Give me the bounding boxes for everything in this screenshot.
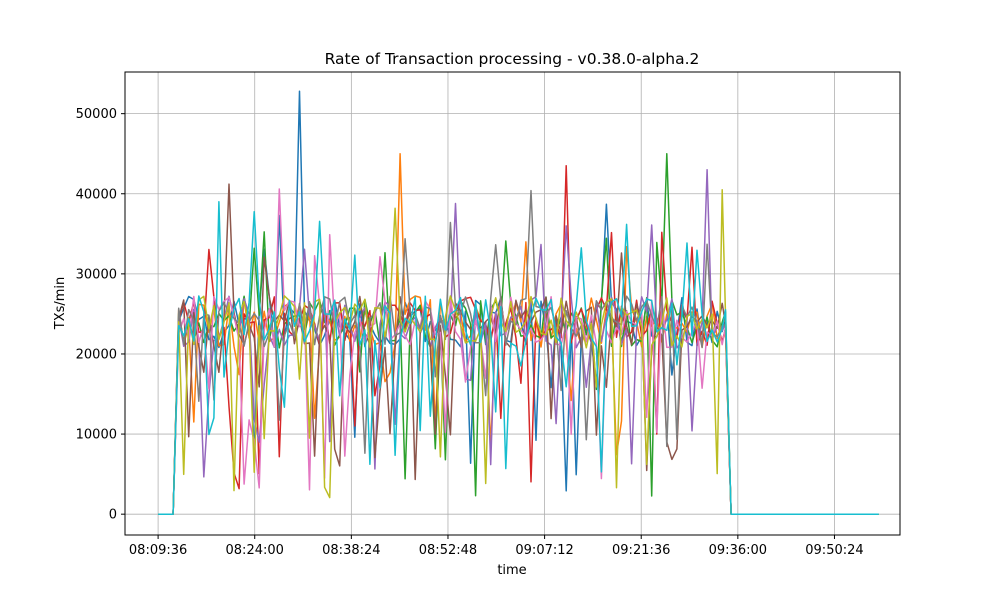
x-tick-label: 09:50:24 xyxy=(805,543,863,558)
x-tick-label: 08:38:24 xyxy=(322,543,380,558)
series-line xyxy=(158,201,879,515)
y-tick-label: 0 xyxy=(109,508,117,523)
x-tick-label: 09:21:36 xyxy=(612,543,670,558)
chart-title: Rate of Transaction processing - v0.38.0… xyxy=(325,50,700,68)
series-line xyxy=(158,189,879,515)
x-tick-label: 08:52:48 xyxy=(419,543,477,558)
y-tick-label: 50000 xyxy=(76,107,117,122)
x-tick-label: 08:09:36 xyxy=(129,543,187,558)
x-tick-label: 08:24:00 xyxy=(226,543,284,558)
y-tick-label: 10000 xyxy=(76,428,117,443)
series-line xyxy=(158,189,879,515)
x-tick-label: 09:36:00 xyxy=(709,543,767,558)
x-tick-label: 09:07:12 xyxy=(515,543,573,558)
y-tick-label: 20000 xyxy=(76,347,117,362)
series-line xyxy=(158,188,879,515)
y-tick-label: 40000 xyxy=(76,187,117,202)
series-lines xyxy=(158,90,879,515)
x-axis-label: time xyxy=(497,563,526,578)
y-tick-label: 30000 xyxy=(76,267,117,282)
y-axis-label: TXs/min xyxy=(53,277,68,331)
axis-ticks: 08:09:36 08:24:00 08:38:24 08:52:48 09:07:12… xyxy=(76,107,864,558)
series-line xyxy=(158,183,879,515)
plot-frame xyxy=(124,71,901,536)
series-line xyxy=(158,90,879,515)
